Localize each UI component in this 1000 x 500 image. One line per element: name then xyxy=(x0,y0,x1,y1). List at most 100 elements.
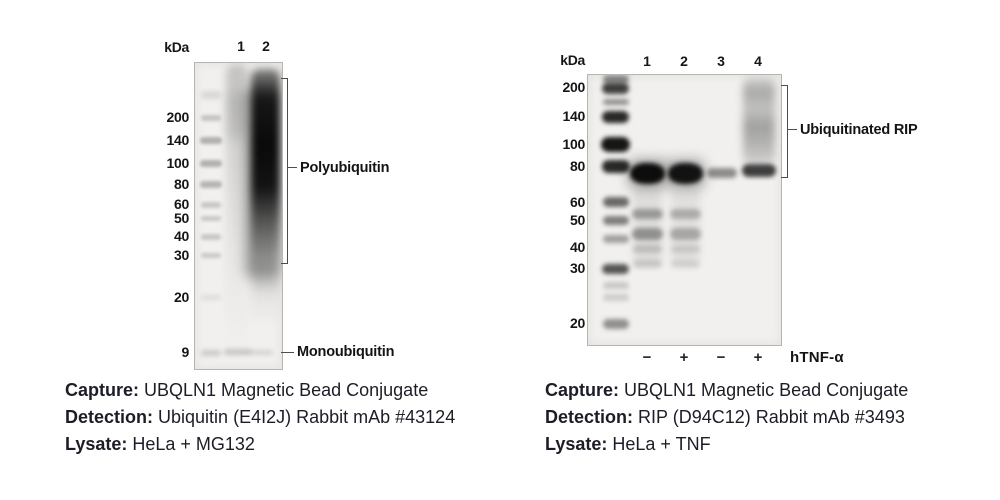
ladder-band xyxy=(602,83,629,94)
lane-label-3: 3 xyxy=(717,53,725,69)
treatment-lane2: + xyxy=(679,349,689,366)
ladder-band xyxy=(602,111,629,123)
lane2-lower-band xyxy=(671,245,700,253)
lane2-lower-band xyxy=(671,260,700,268)
caption-capture-line: Capture: UBQLN1 Magnetic Bead Conjugate xyxy=(65,377,455,404)
caption-left: Capture: UBQLN1 Magnetic Bead Conjugate … xyxy=(65,377,455,458)
ladder-band xyxy=(200,137,222,144)
lane1-streak xyxy=(633,187,662,265)
marker-60: 60 xyxy=(570,194,585,210)
marker-40: 40 xyxy=(570,239,585,255)
ladder-band xyxy=(200,160,222,167)
ladder-band xyxy=(201,350,221,356)
marker-80: 80 xyxy=(174,176,189,192)
ladder-band xyxy=(603,235,629,243)
caption-detection-text: Ubiquitin (E4I2J) Rabbit mAb #43124 xyxy=(158,407,456,427)
caption-lysate-label: Lysate: xyxy=(65,434,128,454)
marker-100: 100 xyxy=(562,136,586,152)
lane2-smear xyxy=(251,69,280,325)
marker-200: 200 xyxy=(562,79,586,95)
lane2-lower-haze xyxy=(253,254,279,291)
lane4-ubiquitin-smear xyxy=(743,77,775,165)
marker-200: 200 xyxy=(166,109,190,125)
caption-lysate-text: HeLa + TNF xyxy=(612,434,711,454)
caption-capture-line: Capture: UBQLN1 Magnetic Bead Conjugate xyxy=(545,377,908,404)
ladder-band xyxy=(603,99,629,105)
caption-lysate-text: HeLa + MG132 xyxy=(132,434,255,454)
caption-capture-label: Capture: xyxy=(545,380,620,400)
ladder-band xyxy=(601,137,630,152)
lane2-monoubiquitin-band xyxy=(251,350,273,355)
ladder-band xyxy=(200,181,222,188)
ubiquitinated-rip-label: Ubiquitinated RIP xyxy=(800,122,918,138)
ladder-band xyxy=(602,160,630,173)
caption-capture-label: Capture: xyxy=(65,380,140,400)
lane1-monoubiquitin-band xyxy=(224,349,252,355)
kda-unit-label: kDa xyxy=(560,52,585,68)
ladder-band xyxy=(201,234,221,240)
lane1-smear xyxy=(226,65,248,347)
caption-capture-text: UBQLN1 Magnetic Bead Conjugate xyxy=(624,380,909,400)
marker-20: 20 xyxy=(174,289,189,305)
caption-lysate-label: Lysate: xyxy=(545,434,608,454)
caption-detection-line: Detection: RIP (D94C12) Rabbit mAb #3493 xyxy=(545,404,908,431)
monoubiquitin-label: Monoubiquitin xyxy=(297,344,395,360)
marker-140: 140 xyxy=(562,108,586,124)
lane2-lower-band xyxy=(670,228,701,240)
caption-detection-line: Detection: Ubiquitin (E4I2J) Rabbit mAb … xyxy=(65,404,455,431)
lane-label-2: 2 xyxy=(262,38,270,54)
caption-capture-text: UBQLN1 Magnetic Bead Conjugate xyxy=(144,380,429,400)
caption-detection-label: Detection: xyxy=(65,407,154,427)
marker-100: 100 xyxy=(166,155,190,171)
lane1-lower-band xyxy=(632,209,663,219)
ladder-band xyxy=(201,216,221,221)
treatment-lane4: + xyxy=(753,349,763,366)
ladder-band xyxy=(602,264,629,274)
ladder-band xyxy=(201,115,221,121)
lane1-smear-blob xyxy=(228,91,246,139)
ladder-band xyxy=(201,202,221,208)
marker-30: 30 xyxy=(174,247,189,263)
lane-label-2: 2 xyxy=(680,53,688,69)
ladder-band xyxy=(603,319,629,329)
ladder-band xyxy=(201,91,221,99)
marker-80: 80 xyxy=(570,158,585,174)
lane-label-1: 1 xyxy=(643,53,651,69)
lane2-streak xyxy=(671,187,700,265)
caption-detection-text: RIP (D94C12) Rabbit mAb #3493 xyxy=(638,407,905,427)
marker-140: 140 xyxy=(166,132,190,148)
ladder-band xyxy=(603,294,629,301)
polyubiquitin-pointer xyxy=(287,167,297,168)
caption-lysate-line: Lysate: HeLa + MG132 xyxy=(65,431,455,458)
caption-right: Capture: UBQLN1 Magnetic Bead Conjugate … xyxy=(545,377,908,458)
ladder-band xyxy=(603,75,629,84)
marker-20: 20 xyxy=(570,315,585,331)
treatment-lane3: − xyxy=(716,349,726,366)
treatment-lane1: − xyxy=(642,349,652,366)
treatment-label: hTNF-α xyxy=(790,349,844,366)
lane1-lower-band xyxy=(633,260,662,268)
marker-60: 60 xyxy=(174,196,189,212)
lane-label-1: 1 xyxy=(237,38,245,54)
marker-9: 9 xyxy=(181,344,190,360)
marker-30: 30 xyxy=(570,260,585,276)
blot-image-left xyxy=(194,62,283,370)
ladder-band xyxy=(603,197,629,207)
lane1-rip-band xyxy=(630,163,665,184)
kda-unit-label: kDa xyxy=(164,39,189,55)
ubiquitinated-rip-bracket xyxy=(781,85,788,178)
ladder-band xyxy=(603,282,629,289)
marker-50: 50 xyxy=(174,210,189,226)
polyubiquitin-bracket xyxy=(281,78,288,264)
blot-image-right xyxy=(587,74,782,346)
lane1-lower-band xyxy=(633,245,662,253)
marker-50: 50 xyxy=(570,212,585,228)
ladder-band xyxy=(201,295,221,300)
lane1-lower-band xyxy=(632,228,663,240)
caption-lysate-line: Lysate: HeLa + TNF xyxy=(545,431,908,458)
ladder-band xyxy=(603,216,629,225)
lane3-rip-band xyxy=(707,168,737,178)
lane2-lower-band xyxy=(670,209,701,219)
lane-label-4: 4 xyxy=(754,53,762,69)
